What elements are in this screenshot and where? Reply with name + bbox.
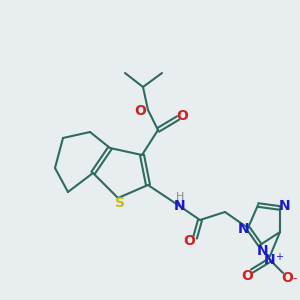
Text: N: N: [174, 199, 186, 213]
Text: +: +: [275, 252, 283, 262]
Text: N: N: [238, 222, 250, 236]
Text: O: O: [281, 271, 293, 285]
Text: O: O: [241, 269, 253, 283]
Text: -: -: [293, 272, 297, 286]
Text: S: S: [115, 196, 125, 210]
Text: O: O: [183, 234, 195, 248]
Text: N: N: [264, 253, 276, 267]
Text: N: N: [257, 244, 269, 258]
Text: N: N: [279, 199, 291, 213]
Text: O: O: [134, 104, 146, 118]
Text: O: O: [176, 109, 188, 123]
Text: H: H: [176, 192, 184, 202]
